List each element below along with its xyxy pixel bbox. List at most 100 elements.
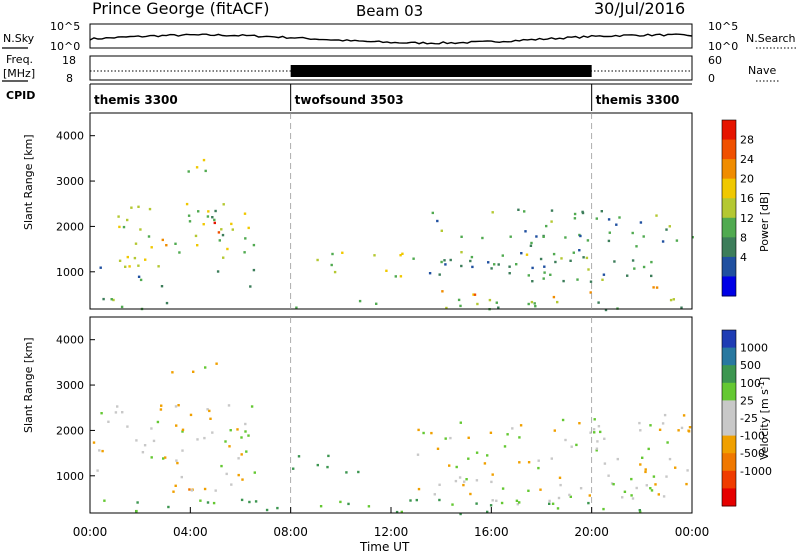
heatmap-cell xyxy=(180,475,183,479)
heatmap-cell xyxy=(581,211,585,215)
colorbar-swatch xyxy=(722,276,736,297)
heatmap-cell xyxy=(686,469,689,472)
heatmap-cell xyxy=(602,273,606,276)
heatmap-cell xyxy=(631,231,634,235)
heatmap-cell xyxy=(537,466,540,470)
heatmap-cell xyxy=(593,418,596,421)
heatmap-cell xyxy=(459,304,462,308)
heatmap-cell xyxy=(475,451,479,454)
heatmap-cell xyxy=(206,408,209,411)
colorbar-tick-label: 8 xyxy=(740,231,747,244)
heatmap-cell xyxy=(172,490,175,493)
velocity-panel-frame xyxy=(89,316,693,514)
heatmap-cell xyxy=(181,428,185,431)
heatmap-cell xyxy=(253,471,256,474)
heatmap-cell xyxy=(638,509,641,512)
mode-change-lines xyxy=(290,113,593,513)
heatmap-cell xyxy=(92,441,96,444)
heatmap-cell xyxy=(107,420,110,423)
colorbar-swatch xyxy=(722,347,736,366)
heatmap-cell xyxy=(497,306,500,309)
heatmap-cell xyxy=(194,234,198,238)
heatmap-cell xyxy=(549,273,552,276)
heatmap-cell xyxy=(241,478,244,481)
heatmap-cell xyxy=(542,277,545,280)
heatmap-cell xyxy=(548,502,551,505)
heatmap-cell xyxy=(475,479,479,482)
heatmap-cell xyxy=(543,265,546,268)
heatmap-cell xyxy=(422,431,425,435)
heatmap-cell xyxy=(330,263,333,267)
heatmap-cell xyxy=(578,422,581,425)
cpid-segment-label: themis 3300 xyxy=(94,93,178,107)
heatmap-cell xyxy=(222,256,225,259)
heatmap-cell xyxy=(367,505,371,508)
heatmap-cell xyxy=(558,476,562,479)
heatmap-cell xyxy=(454,479,458,483)
heatmap-cell xyxy=(230,222,233,226)
heatmap-cell xyxy=(535,235,538,238)
heatmap-cell xyxy=(214,489,217,492)
heatmap-cell xyxy=(227,404,231,407)
heatmap-cell xyxy=(467,457,470,460)
heatmap-cell xyxy=(195,166,199,169)
colorbar-swatch xyxy=(722,400,736,419)
heatmap-cell xyxy=(162,457,165,460)
y-tick-label: 3000 xyxy=(56,379,84,392)
power-yaxis: 4000 3000 2000 1000 xyxy=(56,130,95,279)
heatmap-cell xyxy=(518,461,521,464)
heatmap-cell xyxy=(373,254,376,257)
heatmap-cell xyxy=(175,459,178,462)
heatmap-cell xyxy=(509,235,512,238)
heatmap-cell xyxy=(473,293,477,296)
heatmap-cell xyxy=(587,268,590,271)
heatmap-cell xyxy=(497,263,500,266)
heatmap-cell xyxy=(316,463,319,467)
heatmap-cell xyxy=(487,261,490,264)
heatmap-cell xyxy=(471,265,474,269)
heatmap-cell xyxy=(148,207,152,211)
colorbar-tick-label: -1000 xyxy=(740,465,772,478)
heatmap-cell xyxy=(206,215,210,218)
heatmap-cell xyxy=(249,285,252,288)
heatmap-cell xyxy=(137,205,140,208)
heatmap-cell xyxy=(542,235,545,238)
heatmap-cell xyxy=(650,274,653,278)
heatmap-cell xyxy=(491,473,494,476)
time-axis: 00:00 04:00 08:00 12:00 16:00 20:00 00:00 xyxy=(73,507,710,539)
heatmap-cell xyxy=(211,431,214,434)
heatmap-cell xyxy=(607,239,611,243)
heatmap-cell xyxy=(675,239,679,242)
heatmap-cell xyxy=(460,251,463,254)
heatmap-cell xyxy=(174,405,178,408)
heatmap-cell xyxy=(139,278,143,282)
heatmap-cell xyxy=(631,497,635,500)
heatmap-cell xyxy=(130,206,133,209)
colorbar-tick-label: 500 xyxy=(740,359,761,372)
heatmap-cell xyxy=(103,499,106,502)
heatmap-cell xyxy=(196,438,199,441)
heatmap-cell xyxy=(665,228,668,231)
colorbar-swatch xyxy=(722,178,736,199)
heatmap-cell xyxy=(297,455,301,458)
heatmap-cell xyxy=(440,229,443,232)
nsearch-label: N.Search xyxy=(746,32,796,45)
heatmap-cell xyxy=(327,454,330,458)
velocity-ylabel: Slant Range [km] xyxy=(22,337,35,433)
x-tick-label: 00:00 xyxy=(675,525,710,539)
heatmap-cell xyxy=(516,503,519,506)
heatmap-cell xyxy=(430,431,433,435)
heatmap-cell xyxy=(556,300,559,304)
heatmap-cell xyxy=(224,440,227,443)
heatmap-cell xyxy=(603,462,607,465)
colorbar-swatch xyxy=(722,418,736,437)
heatmap-cell xyxy=(220,228,223,231)
heatmap-cell xyxy=(216,270,220,273)
heatmap-cell xyxy=(523,210,526,213)
heatmap-cell xyxy=(595,449,598,452)
heatmap-cell xyxy=(500,501,504,505)
colorbar-tick-label: 25 xyxy=(740,394,754,407)
velocity-unit-sup: -1 xyxy=(757,381,766,389)
heatmap-cell xyxy=(467,436,470,439)
